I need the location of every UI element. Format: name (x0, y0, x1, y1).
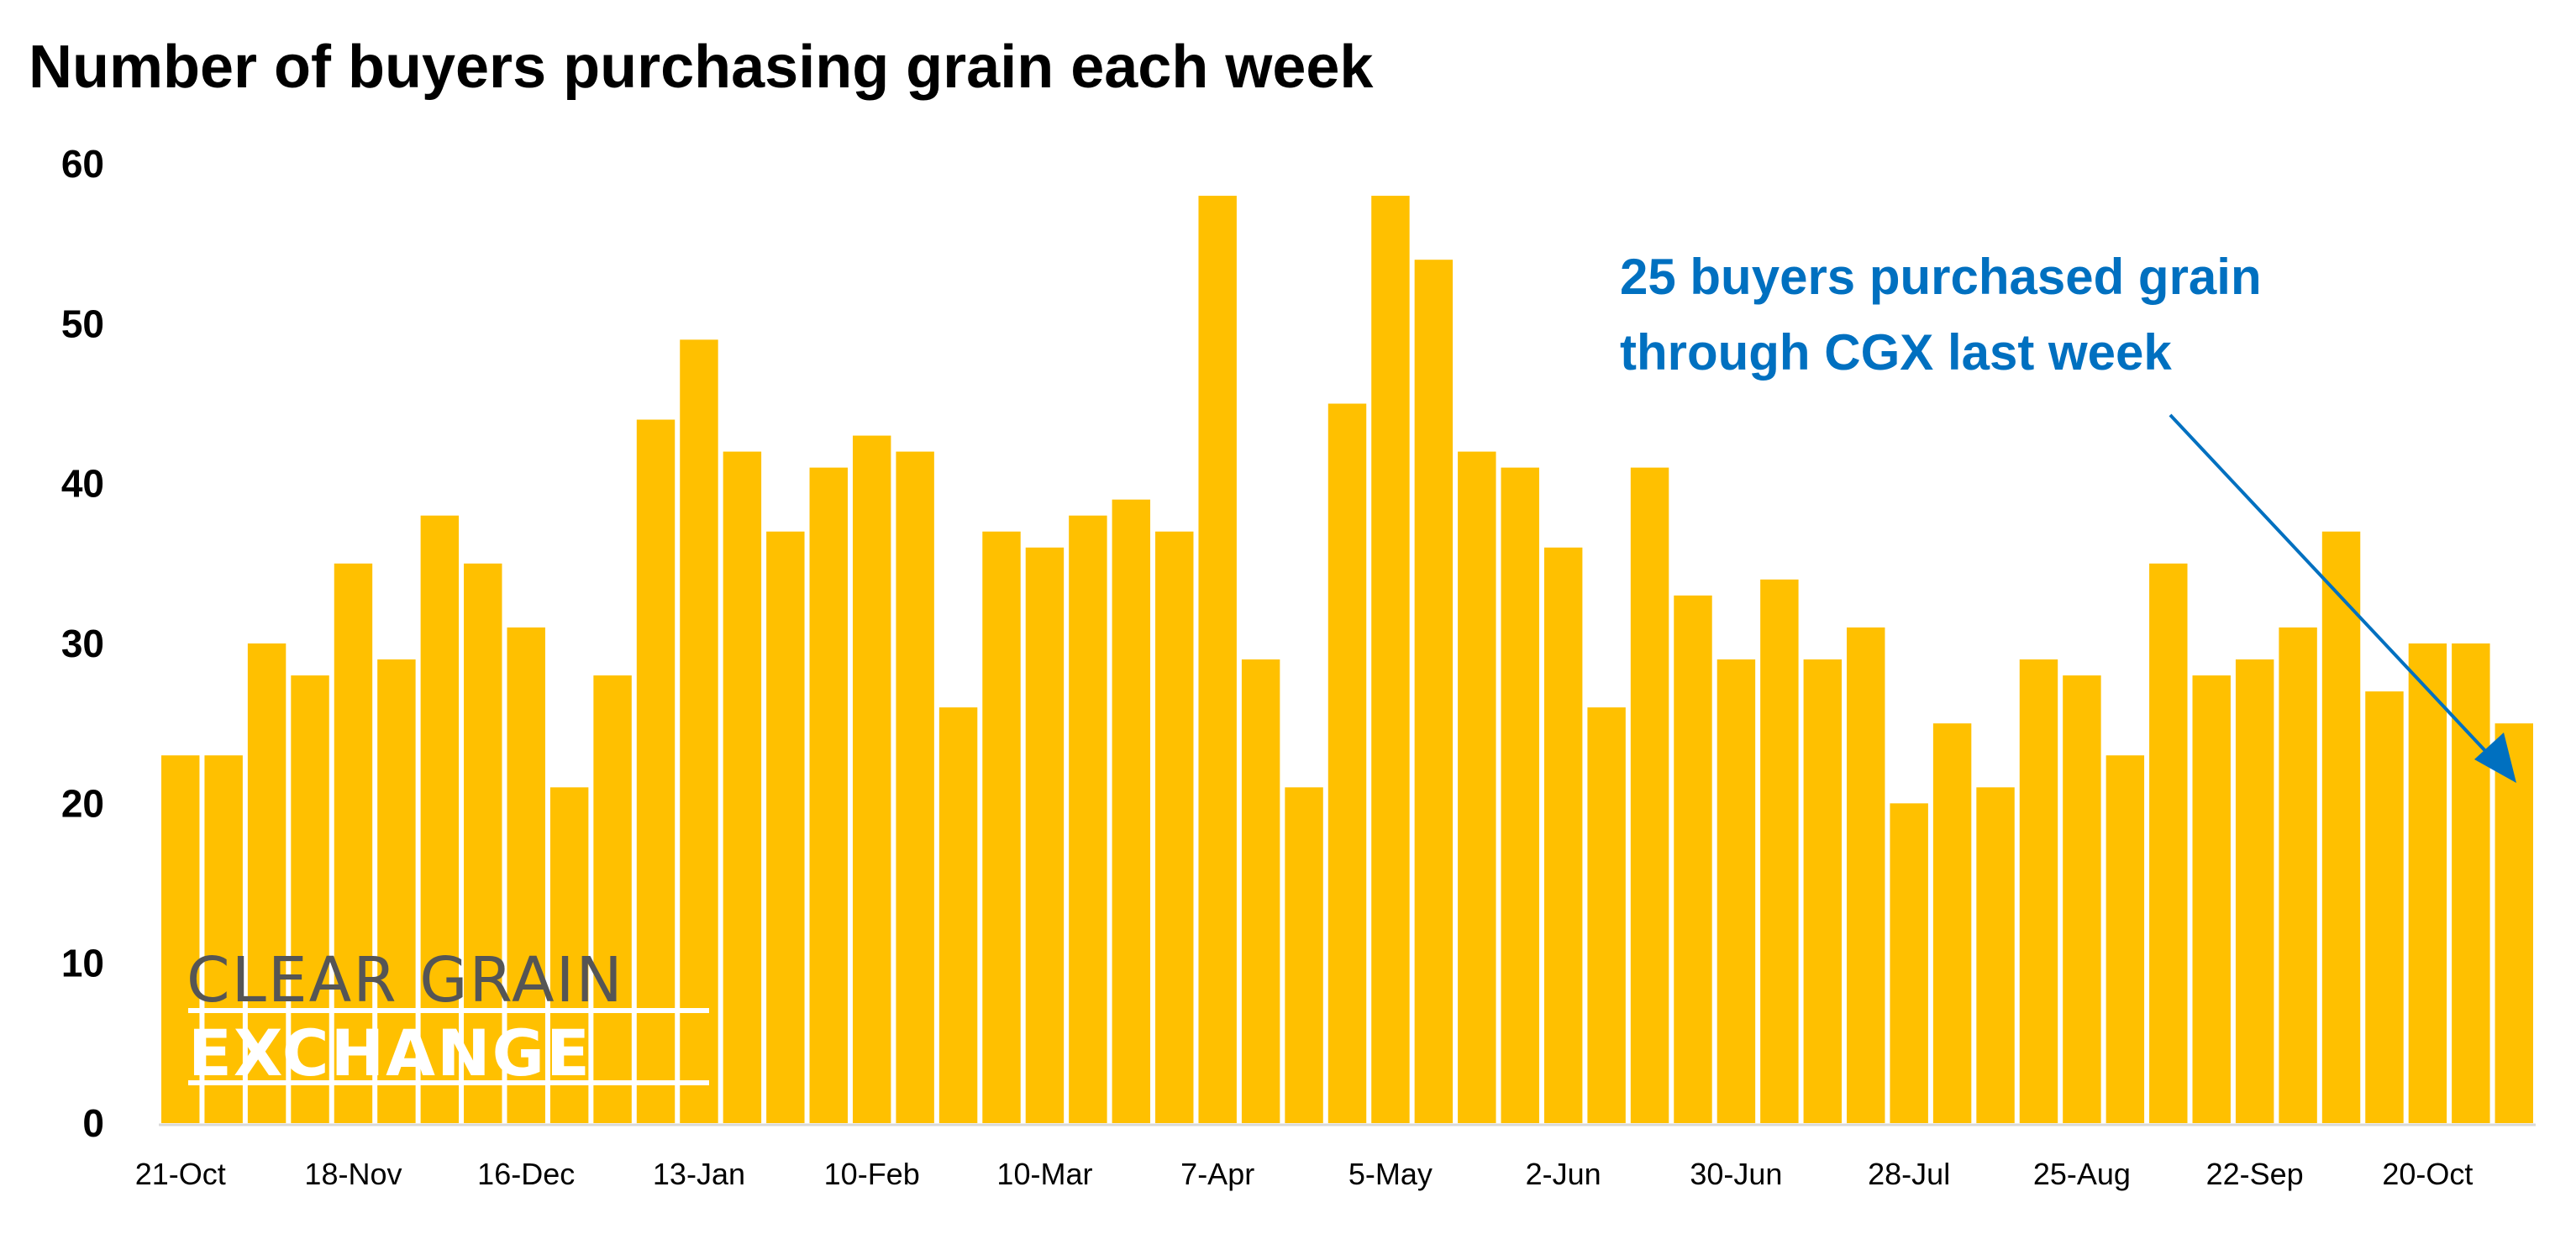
logo-rule-top (188, 1008, 709, 1013)
bar (2105, 755, 2145, 1123)
bar (766, 531, 805, 1123)
bar (2063, 675, 2101, 1123)
logo: CLEAR GRAIN EXCHANGE (187, 944, 709, 1090)
bar (1501, 467, 1539, 1123)
bar (1241, 659, 1280, 1123)
y-tick-label: 20 (61, 781, 104, 825)
annotation-arrow (2169, 413, 2501, 768)
bar (1890, 803, 1928, 1123)
x-tick-label: 28-Jul (1868, 1157, 1950, 1191)
x-tick-label: 22-Sep (2206, 1157, 2304, 1191)
bar (2321, 531, 2361, 1123)
bar (2019, 659, 2058, 1123)
bar (377, 659, 416, 1123)
x-tick-label: 16-Dec (477, 1157, 575, 1191)
bar (1847, 627, 1885, 1123)
bar (1371, 196, 1410, 1124)
bar (420, 515, 460, 1123)
bars (161, 196, 2533, 1124)
x-tick-label: 13-Jan (653, 1157, 745, 1191)
bar (1587, 707, 1626, 1123)
bar (896, 451, 934, 1123)
bar (507, 627, 545, 1123)
x-tick-label: 25-Aug (2033, 1157, 2131, 1191)
bar (2365, 691, 2404, 1123)
bar (1674, 595, 1712, 1123)
bar (852, 435, 891, 1123)
y-tick-label: 60 (61, 142, 104, 186)
logo-line1: CLEAR GRAIN (187, 944, 624, 1016)
bar (809, 467, 848, 1123)
bar (1025, 547, 1065, 1123)
y-tick-label: 10 (61, 942, 104, 985)
bar (1414, 260, 1454, 1124)
annotation-line2: through CGX last week (1620, 324, 2172, 381)
bar (291, 675, 329, 1123)
bar (161, 755, 200, 1123)
arrow-head-icon (2474, 733, 2516, 783)
x-tick-label: 20-Oct (2382, 1157, 2473, 1191)
bar (2495, 723, 2533, 1123)
x-tick-label: 5-May (1348, 1157, 1433, 1191)
bar (1543, 547, 1583, 1123)
bar (2452, 643, 2490, 1123)
x-tick-label: 18-Nov (304, 1157, 402, 1191)
bar (938, 707, 978, 1123)
chart-title: Number of buyers purchasing grain each w… (29, 34, 1374, 101)
bar (2192, 675, 2231, 1123)
bar (680, 339, 718, 1123)
bar (593, 675, 632, 1123)
bar (1630, 467, 1669, 1123)
y-tick-label: 40 (61, 462, 104, 506)
bar (2149, 563, 2188, 1123)
bar (2408, 643, 2447, 1123)
bar (1803, 659, 1843, 1123)
bar (247, 643, 287, 1123)
bar (1716, 659, 1756, 1123)
annotation-line1: 25 buyers purchased grain (1620, 249, 2262, 305)
x-tick-label: 30-Jun (1690, 1157, 1782, 1191)
bar (1198, 196, 1237, 1124)
y-tick-label: 30 (61, 622, 104, 665)
bar (464, 563, 502, 1123)
bar (1458, 451, 1496, 1123)
bar (549, 787, 589, 1123)
y-tick-label: 0 (82, 1101, 104, 1145)
bar (334, 563, 373, 1123)
annotation: 25 buyers purchased grain through CGX la… (1620, 249, 2516, 783)
logo-rule-bottom (188, 1080, 709, 1085)
bar (2279, 627, 2317, 1123)
bar (636, 419, 676, 1123)
x-tick-label: 10-Mar (996, 1157, 1092, 1191)
bar (2235, 659, 2274, 1123)
x-tick-label: 7-Apr (1180, 1157, 1254, 1191)
bar (1327, 403, 1367, 1123)
bar (982, 531, 1021, 1123)
y-tick-label: 50 (61, 302, 104, 345)
bar (1112, 499, 1151, 1123)
bar (723, 451, 762, 1123)
x-axis-labels: 21-Oct 18-Nov 16-Dec 13-Jan 10-Feb 10-Mar 7-Ap… (135, 1157, 2473, 1191)
x-tick-label: 2-Jun (1526, 1157, 1601, 1191)
x-tick-label: 21-Oct (135, 1157, 226, 1191)
bar (204, 755, 243, 1123)
logo-line2: EXCHANGE (188, 1016, 591, 1090)
bar (1069, 515, 1107, 1123)
y-axis: 0 10 20 30 40 50 60 (61, 142, 104, 1145)
bar (1285, 787, 1323, 1123)
bar (1155, 531, 1194, 1123)
x-tick-label: 10-Feb (824, 1157, 920, 1191)
bar (1932, 723, 1972, 1123)
bar (1976, 787, 2015, 1123)
bar (1760, 579, 1799, 1123)
